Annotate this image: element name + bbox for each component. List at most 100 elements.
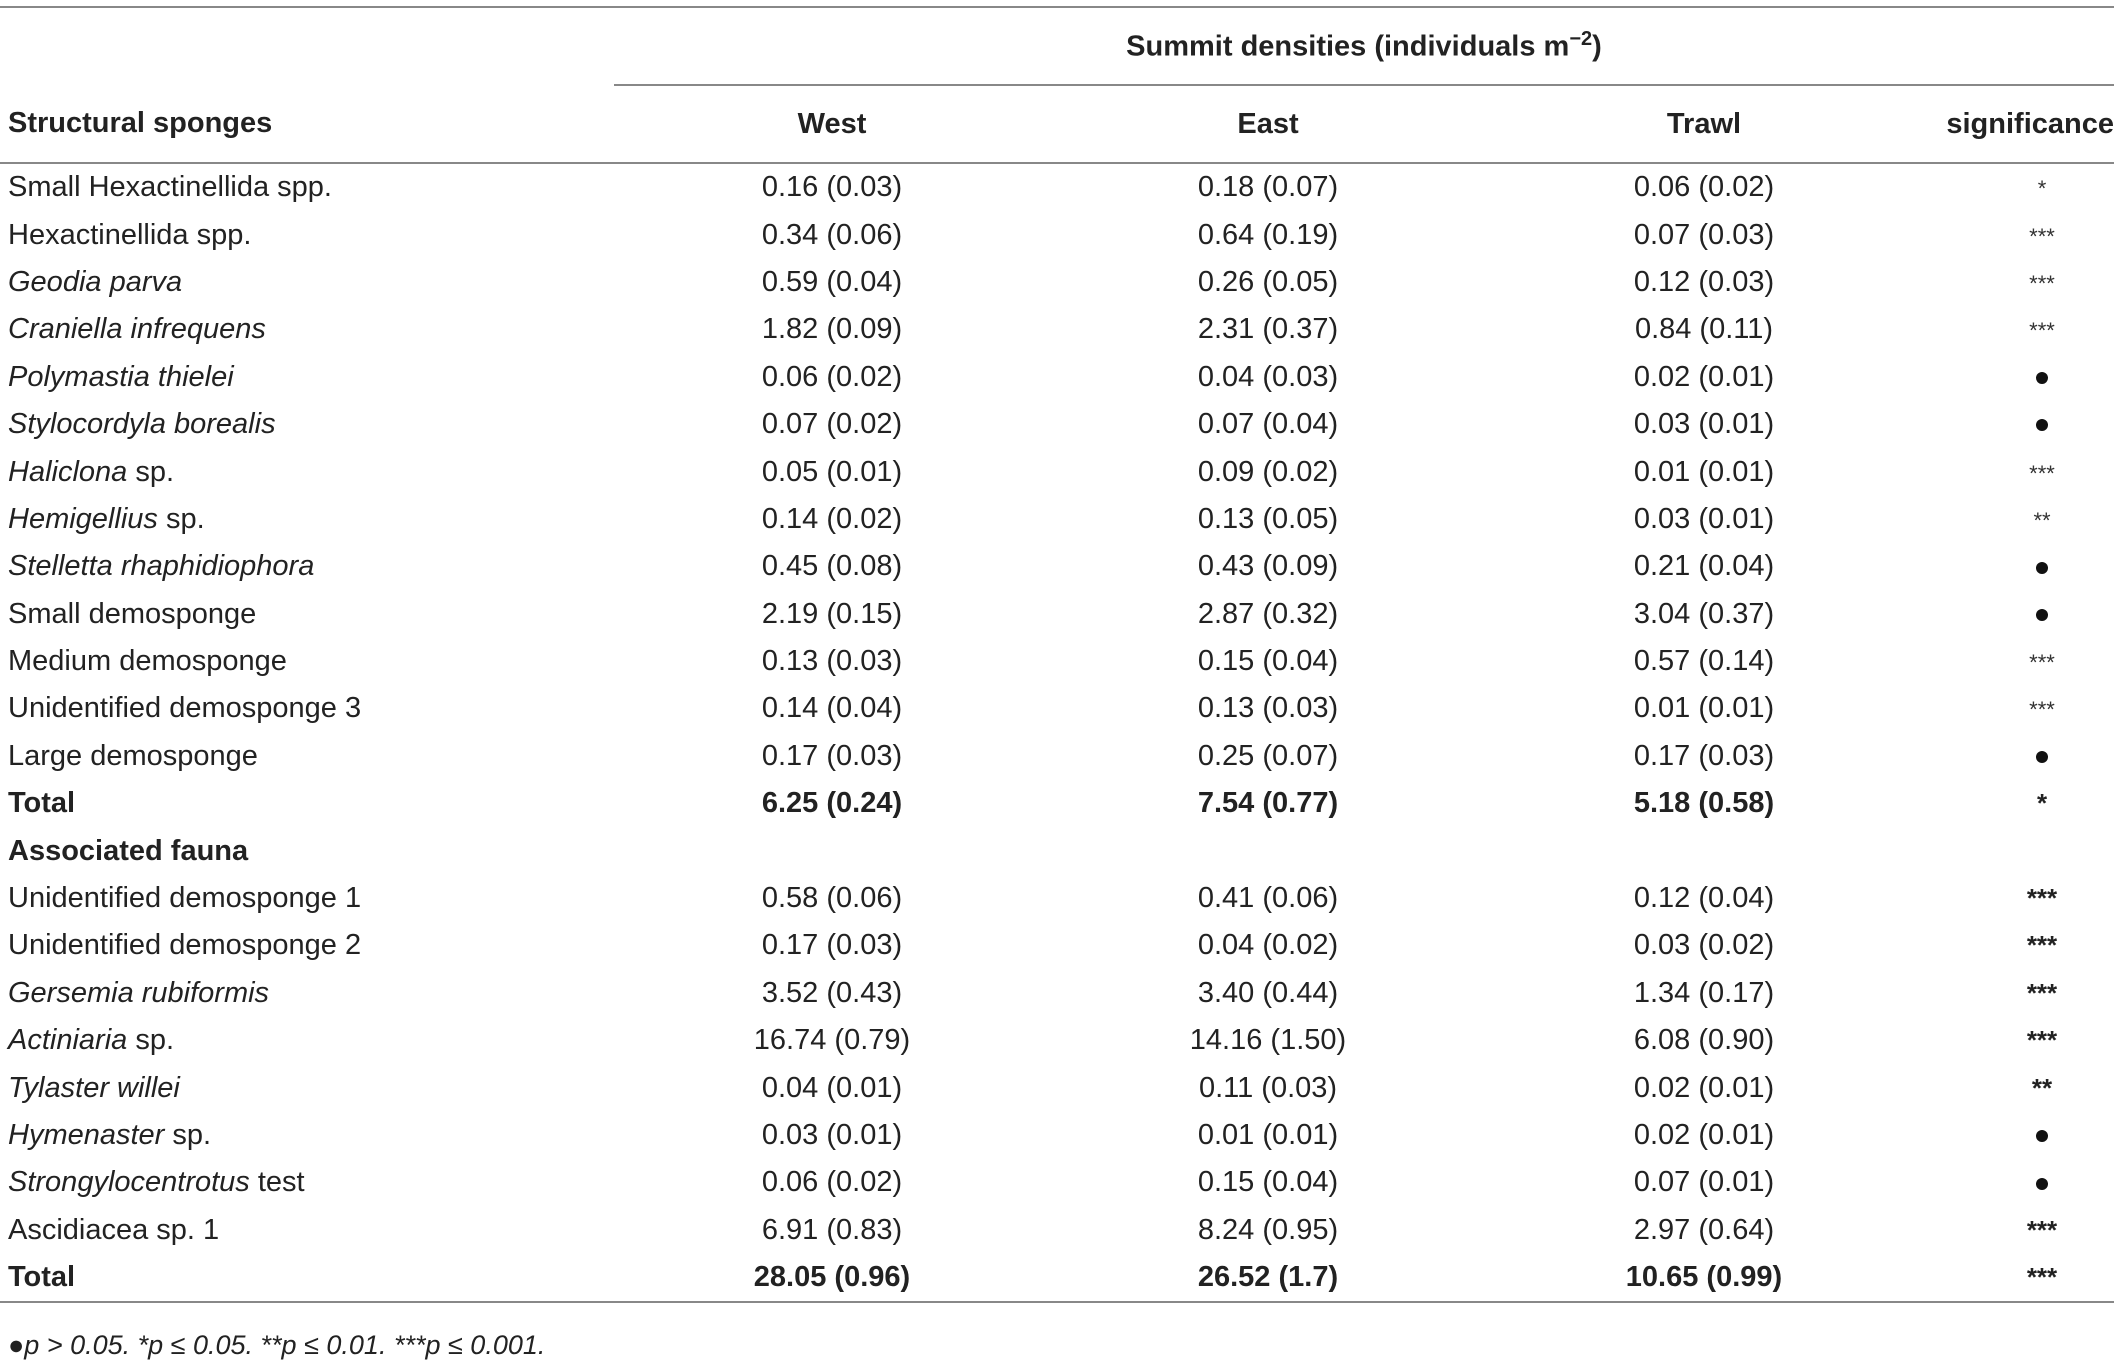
east-value-cell: 0.25 (0.07)	[1197, 739, 1339, 772]
east-value-cell: 0.64 (0.19)	[1197, 218, 1339, 251]
significance-cell: ***	[2026, 930, 2058, 961]
east-total-cell: 7.54 (0.77)	[1197, 787, 1339, 820]
significance-cell	[1922, 401, 2114, 448]
taxon-name-cell: Medium demosponge	[8, 645, 287, 678]
taxon-name-cell: Craniella infrequens	[8, 313, 266, 346]
section-header-row: Associated fauna	[0, 827, 2114, 874]
east-value-cell: 2.31 (0.37)	[1197, 313, 1339, 346]
east-value-cell: 0.18 (0.07)	[1197, 171, 1339, 204]
trawl-value-cell: 0.03 (0.01)	[1633, 502, 1775, 535]
west-value-cell: 0.14 (0.04)	[761, 692, 903, 725]
significance-cell	[1922, 354, 2114, 401]
taxon-name-cell: Ascidiacea sp. 1	[8, 1213, 220, 1246]
significance-cell: *	[2036, 788, 2048, 819]
table-row: Hymenaster sp. 0.03 (0.01) 0.01 (0.01) 0.02…	[0, 1112, 2114, 1159]
table-row: Large demosponge 0.17 (0.03) 0.25 (0.07) 0.…	[0, 733, 2114, 780]
significance-cell: ***	[2026, 1025, 2058, 1056]
west-value-cell: 0.17 (0.03)	[761, 739, 903, 772]
table-row: Hexactinellida spp. 0.34 (0.06) 0.64 (0.19…	[0, 211, 2114, 258]
trawl-value-cell: 1.34 (0.17)	[1633, 976, 1775, 1009]
east-value-cell: 0.04 (0.03)	[1197, 360, 1339, 393]
trawl-value-cell: 0.17 (0.03)	[1633, 739, 1775, 772]
super-header-row: Summit densities (individuals m−2)	[0, 8, 2114, 86]
trawl-value-cell: 0.02 (0.01)	[1633, 1071, 1775, 1104]
significance-cell	[1922, 1112, 2114, 1159]
significance-cell: ***	[2029, 650, 2055, 676]
trawl-total-cell: 5.18 (0.58)	[1633, 787, 1775, 820]
trawl-value-cell: 0.21 (0.04)	[1633, 550, 1775, 583]
trawl-value-cell: 0.07 (0.01)	[1633, 1166, 1775, 1199]
east-value-cell: 2.87 (0.32)	[1197, 597, 1339, 630]
significance-cell	[1922, 543, 2114, 590]
super-header: Summit densities (individuals m−2)	[614, 8, 2114, 86]
west-value-cell: 0.34 (0.06)	[761, 218, 903, 251]
east-value-cell: 0.11 (0.03)	[1198, 1071, 1338, 1104]
column-header-west: West	[614, 85, 1050, 164]
table-row: Strongylocentrotus test 0.06 (0.02) 0.15 (…	[0, 1159, 2114, 1206]
section-header-associated-fauna: Associated fauna	[8, 834, 249, 867]
bullet-dot-icon	[2036, 561, 2048, 574]
significance-cell: ***	[2029, 270, 2055, 296]
significance-cell: ***	[2026, 977, 2058, 1008]
east-total-cell: 26.52 (1.7)	[1197, 1261, 1339, 1294]
bullet-dot-icon	[2036, 419, 2048, 432]
west-value-cell: 16.74 (0.79)	[753, 1024, 911, 1057]
total-row: Total 6.25 (0.24) 7.54 (0.77) 5.18 (0.58) *	[0, 780, 2114, 827]
column-header-significance: significance	[1922, 85, 2114, 164]
table-row: Stylocordyla borealis 0.07 (0.02) 0.07 (0.…	[0, 401, 2114, 448]
table-row: Medium demosponge 0.13 (0.03) 0.15 (0.04) 0…	[0, 638, 2114, 685]
taxon-name-cell: Hemigellius sp.	[8, 502, 205, 535]
taxon-name-cell: Actiniaria sp.	[8, 1024, 175, 1057]
trawl-value-cell: 0.03 (0.02)	[1633, 929, 1775, 962]
trawl-value-cell: 2.97 (0.64)	[1633, 1213, 1775, 1246]
footnote: ●p > 0.05. *p ≤ 0.05. **p ≤ 0.01. ***p ≤…	[8, 1330, 546, 1360]
taxon-name-cell: Haliclona sp.	[8, 455, 175, 488]
trawl-value-cell: 0.84 (0.11)	[1634, 313, 1774, 346]
significance-cell: ***	[2029, 318, 2055, 344]
east-value-cell: 0.26 (0.05)	[1197, 265, 1339, 298]
trawl-value-cell: 0.02 (0.01)	[1633, 1119, 1775, 1151]
west-value-cell: 0.06 (0.02)	[761, 1166, 903, 1199]
trawl-value-cell: 0.06 (0.02)	[1633, 171, 1775, 204]
east-value-cell: 3.40 (0.44)	[1197, 976, 1339, 1009]
significance-cell: ***	[2029, 697, 2055, 723]
west-value-cell: 0.17 (0.03)	[761, 929, 903, 962]
east-value-cell: 0.01 (0.01)	[1197, 1119, 1339, 1151]
bullet-dot-icon	[2036, 609, 2048, 622]
taxon-name-cell: Tylaster willei	[8, 1071, 180, 1104]
east-value-cell: 0.41 (0.06)	[1197, 882, 1339, 915]
significance-cell	[1922, 591, 2114, 638]
taxon-name-cell: Large demosponge	[8, 739, 258, 772]
taxon-name-cell: Polymastia thielei	[8, 360, 234, 393]
table-row: Unidentified demosponge 1 0.58 (0.06) 0.41…	[0, 875, 2114, 922]
west-value-cell: 0.05 (0.01)	[761, 455, 903, 488]
taxon-name-cell: Hymenaster sp.	[8, 1119, 212, 1151]
trawl-value-cell: 0.07 (0.03)	[1633, 218, 1775, 251]
west-value-cell: 2.19 (0.15)	[761, 597, 903, 630]
taxon-name-cell: Geodia parva	[8, 265, 183, 298]
east-value-cell: 0.43 (0.09)	[1197, 550, 1339, 583]
table-row: Haliclona sp. 0.05 (0.01) 0.09 (0.02) 0.01 …	[0, 448, 2114, 495]
significance-cell: ***	[2029, 223, 2055, 249]
bullet-dot-icon	[2036, 1130, 2048, 1143]
west-value-cell: 1.82 (0.09)	[761, 313, 903, 346]
west-total-cell: 6.25 (0.24)	[761, 787, 903, 820]
trawl-value-cell: 0.12 (0.04)	[1633, 882, 1775, 915]
west-value-cell: 0.06 (0.02)	[761, 360, 903, 393]
trawl-value-cell: 6.08 (0.90)	[1633, 1024, 1775, 1057]
column-header-row: Structural sponges West East Trawl signi…	[0, 85, 2114, 164]
column-header-east: East	[1050, 85, 1486, 164]
table-row: Actiniaria sp. 16.74 (0.79) 14.16 (1.50) 6.…	[0, 1017, 2114, 1064]
significance-cell	[1922, 1159, 2114, 1206]
west-value-cell: 0.14 (0.02)	[761, 502, 903, 535]
table-row: Unidentified demosponge 3 0.14 (0.04) 0.13…	[0, 685, 2114, 732]
taxon-name-cell: Stelletta rhaphidiophora	[8, 550, 315, 583]
trawl-value-cell: 0.01 (0.01)	[1633, 455, 1775, 488]
west-value-cell: 0.04 (0.01)	[761, 1071, 903, 1104]
density-table: Summit densities (individuals m−2) Struc…	[0, 6, 2114, 1305]
total-label: Total	[8, 787, 76, 820]
east-value-cell: 0.13 (0.03)	[1197, 692, 1339, 725]
bullet-dot-icon	[2036, 1177, 2048, 1190]
table-row: Small demosponge 2.19 (0.15) 2.87 (0.32) 3.…	[0, 591, 2114, 638]
